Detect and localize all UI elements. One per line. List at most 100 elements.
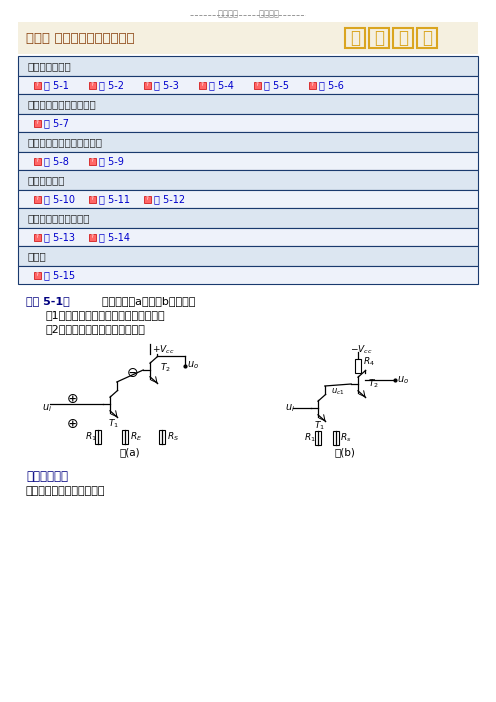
Text: ?: ?	[36, 120, 39, 125]
Text: （1）判断指示电路的反馈极性及类型；: （1）判断指示电路的反馈极性及类型；	[46, 310, 166, 320]
Text: ?: ?	[91, 82, 94, 87]
Text: 例 5-11: 例 5-11	[99, 194, 130, 204]
Text: 【相关知识】: 【相关知识】	[26, 470, 68, 483]
Text: 图(b): 图(b)	[335, 447, 356, 457]
Text: $R_s$: $R_s$	[340, 432, 352, 444]
FancyBboxPatch shape	[18, 190, 478, 208]
Text: $u_o$: $u_o$	[187, 359, 199, 371]
Text: $R_S$: $R_S$	[167, 431, 179, 443]
Text: 例 5-5: 例 5-5	[264, 80, 289, 90]
Text: 例 5-2: 例 5-2	[99, 80, 124, 90]
Text: 题: 题	[422, 29, 432, 47]
Bar	[95, 430, 101, 444]
Text: $T_1$: $T_1$	[108, 418, 119, 430]
Text: ?: ?	[91, 234, 94, 239]
FancyBboxPatch shape	[199, 82, 206, 89]
FancyBboxPatch shape	[34, 234, 41, 241]
Text: $R_1$: $R_1$	[85, 431, 97, 443]
Text: ?: ?	[91, 158, 94, 163]
Text: ?: ?	[256, 82, 259, 87]
Text: ?: ?	[36, 158, 39, 163]
Text: 反馈的基本概念: 反馈的基本概念	[28, 61, 72, 71]
Text: （2）求出反馈电路的反馈系数。: （2）求出反馈电路的反馈系数。	[46, 324, 146, 334]
Bar	[159, 430, 165, 444]
FancyBboxPatch shape	[18, 246, 478, 266]
FancyBboxPatch shape	[89, 234, 96, 241]
Text: ?: ?	[311, 82, 314, 87]
Text: 例 5-10: 例 5-10	[44, 194, 75, 204]
Text: ?: ?	[36, 82, 39, 87]
Text: ?: ?	[146, 82, 149, 87]
Text: 型: 型	[374, 29, 384, 47]
FancyBboxPatch shape	[254, 82, 261, 89]
Text: 典: 典	[350, 29, 360, 47]
FancyBboxPatch shape	[18, 76, 478, 94]
FancyBboxPatch shape	[18, 266, 478, 284]
FancyBboxPatch shape	[144, 82, 151, 89]
Text: 第五章 反馈和负反馈放大电路: 第五章 反馈和负反馈放大电路	[26, 32, 134, 44]
FancyBboxPatch shape	[309, 82, 316, 89]
FancyBboxPatch shape	[18, 208, 478, 228]
Text: $u_o$: $u_o$	[397, 374, 409, 386]
Text: $R_E$: $R_E$	[130, 431, 142, 443]
FancyBboxPatch shape	[18, 22, 478, 54]
Text: 例 5-13: 例 5-13	[44, 232, 75, 242]
FancyBboxPatch shape	[34, 196, 41, 203]
FancyBboxPatch shape	[18, 170, 478, 190]
FancyBboxPatch shape	[34, 272, 41, 279]
Bar	[122, 430, 128, 444]
Text: 例 5-15: 例 5-15	[44, 270, 75, 280]
FancyBboxPatch shape	[18, 228, 478, 246]
Text: 负反馈方框图及一般表示式: 负反馈方框图及一般表示式	[28, 137, 103, 147]
FancyBboxPatch shape	[89, 82, 96, 89]
Bar	[315, 431, 321, 445]
FancyBboxPatch shape	[34, 158, 41, 165]
Text: ?: ?	[36, 196, 39, 201]
Text: $u_i$: $u_i$	[42, 402, 52, 414]
Text: 学习必备        欢迎下载: 学习必备 欢迎下载	[218, 9, 278, 18]
Text: $T_2$: $T_2$	[160, 362, 171, 374]
Text: $u_{c1}$: $u_{c1}$	[331, 387, 345, 397]
Text: ?: ?	[36, 272, 39, 277]
Text: $u_i$: $u_i$	[285, 402, 295, 414]
FancyBboxPatch shape	[34, 82, 41, 89]
Text: 负反馈对电路性能的影响: 负反馈对电路性能的影响	[28, 99, 97, 109]
FancyBboxPatch shape	[18, 152, 478, 170]
FancyBboxPatch shape	[18, 132, 478, 152]
Bar	[355, 359, 361, 373]
FancyBboxPatch shape	[144, 196, 151, 203]
Bar	[333, 431, 339, 445]
Text: 图(a): 图(a)	[120, 447, 140, 457]
Text: 例: 例	[398, 29, 408, 47]
Text: 负反馈的引入: 负反馈的引入	[28, 175, 65, 185]
Text: 负反馈电路的自激振荡: 负反馈电路的自激振荡	[28, 213, 90, 223]
Text: 例 5-9: 例 5-9	[99, 156, 124, 166]
Text: $R_1$: $R_1$	[304, 432, 316, 444]
Text: ?: ?	[201, 82, 204, 87]
Text: 例 5-3: 例 5-3	[154, 80, 179, 90]
Text: $R_4$: $R_4$	[363, 356, 375, 369]
Text: $\ominus$: $\ominus$	[126, 366, 138, 380]
Text: 例 5-14: 例 5-14	[99, 232, 130, 242]
FancyBboxPatch shape	[18, 114, 478, 132]
Text: 例 5-1: 例 5-1	[44, 80, 69, 90]
Text: 例 5-4: 例 5-4	[209, 80, 234, 90]
Text: 例 5-8: 例 5-8	[44, 156, 69, 166]
Text: $\oplus$: $\oplus$	[66, 392, 78, 406]
Text: $+V_{cc}$: $+V_{cc}$	[152, 343, 175, 355]
Text: 例 5-6: 例 5-6	[319, 80, 344, 90]
Text: ?: ?	[36, 234, 39, 239]
Text: 例 5-12: 例 5-12	[154, 194, 185, 204]
Text: $T_1$: $T_1$	[314, 420, 325, 432]
Text: $\oplus$: $\oplus$	[66, 417, 78, 431]
Text: $-V_{cc}$: $-V_{cc}$	[350, 343, 372, 355]
FancyBboxPatch shape	[89, 158, 96, 165]
Text: 负反馈及负反馈放大电路。: 负反馈及负反馈放大电路。	[26, 486, 106, 496]
FancyBboxPatch shape	[18, 94, 478, 114]
Text: 电路如图（a）、（b）所示。: 电路如图（a）、（b）所示。	[88, 296, 195, 306]
Text: 正反馈: 正反馈	[28, 251, 47, 261]
Text: ?: ?	[146, 196, 149, 201]
FancyBboxPatch shape	[34, 120, 41, 127]
FancyBboxPatch shape	[89, 196, 96, 203]
Text: $T_2$: $T_2$	[368, 378, 379, 390]
